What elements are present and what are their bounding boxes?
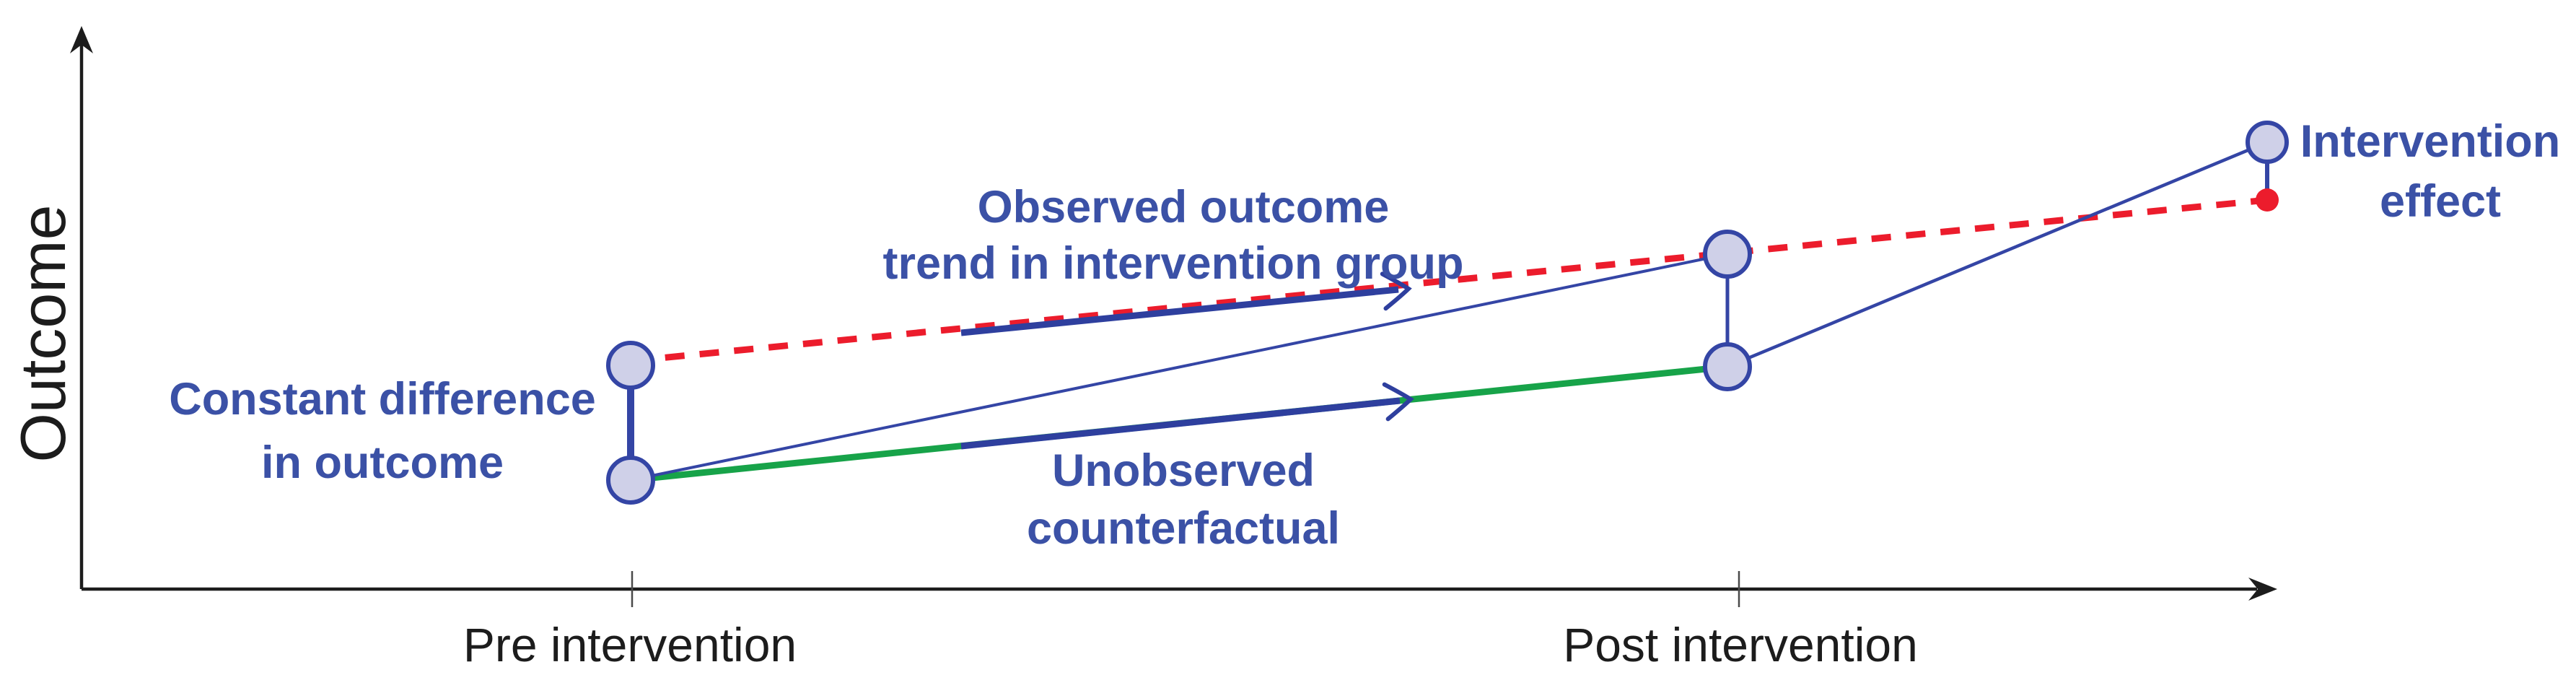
counterfactual-annotation-arrow: [960, 382, 1414, 450]
observed-trend-annotation-arrow: [960, 271, 1412, 336]
observed-trend-label: Observed outcome trend in intervention g…: [883, 182, 1464, 289]
x-tick-label-pre: Pre intervention: [463, 618, 797, 671]
constant-difference-label-line2: in outcome: [261, 437, 504, 488]
thin-blue-rising-line-pre-to-post: [630, 253, 1728, 482]
post-intervention-lower-node: [1703, 342, 1752, 391]
x-axis: [82, 571, 2277, 607]
constant-difference-label-line1: Constant difference: [169, 374, 596, 424]
y-axis-label: Outcome: [7, 204, 79, 462]
unobserved-counterfactual-label: Unobserved counterfactual: [1027, 445, 1340, 554]
thin-blue-rising-line-post-to-right: [1727, 140, 2268, 369]
intervention-effect-label-line2: effect: [2380, 176, 2501, 227]
intervention-effect-label: Intervention effect: [2300, 116, 2561, 227]
counterfactual-endpoint-red-dot: [2256, 188, 2279, 212]
unobserved-counterfactual-label-line1: Unobserved: [1052, 445, 1315, 496]
intervention-effect-label-line1: Intervention: [2300, 116, 2561, 167]
constant-difference-label: Constant difference in outcome: [169, 374, 596, 488]
observed-trend-label-line1: Observed outcome: [978, 182, 1390, 232]
pre-intervention-upper-node: [606, 341, 655, 390]
x-tick-label-post: Post intervention: [1563, 618, 1918, 671]
x-axis-arrowhead-icon: [2248, 578, 2277, 601]
observed-trend-label-line2: trend in intervention group: [883, 238, 1464, 289]
y-axis: [70, 26, 93, 589]
observed-arrow-shaft: [960, 286, 1399, 336]
post-intervention-upper-node: [1703, 230, 1752, 279]
far-right-upper-node: [2246, 121, 2289, 164]
unobserved-counterfactual-label-line2: counterfactual: [1027, 503, 1340, 554]
counterfactual-arrow-shaft: [960, 397, 1401, 450]
y-axis-arrowhead-icon: [70, 26, 93, 53]
observed-arrow-head: [1380, 271, 1412, 311]
counterfactual-arrow-head: [1382, 382, 1414, 422]
pre-intervention-lower-node: [606, 456, 655, 505]
